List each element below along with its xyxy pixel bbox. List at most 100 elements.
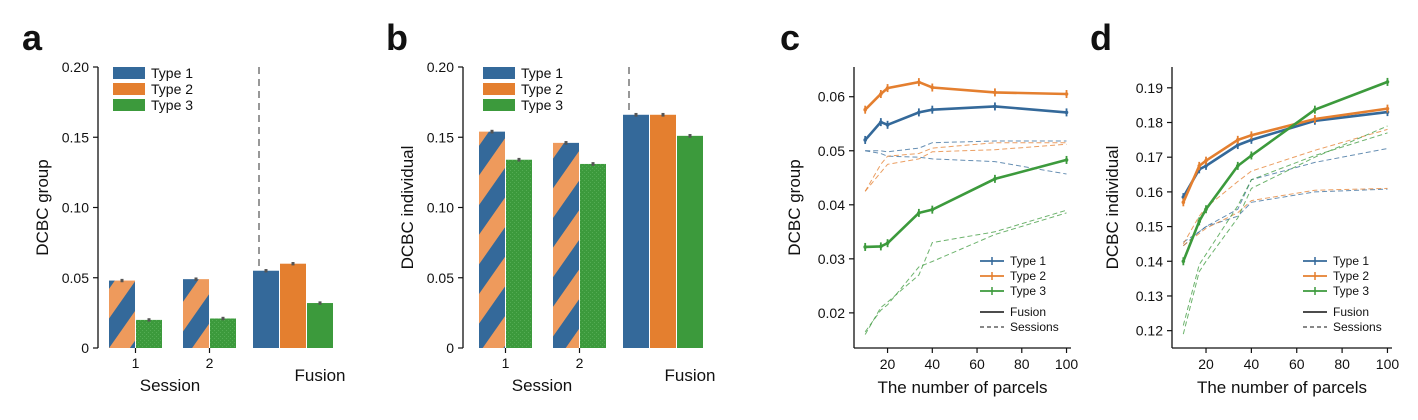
legend-label: Sessions [1010, 320, 1059, 334]
fusion-series-line [864, 80, 1067, 111]
x-tick-label: 20 [1198, 356, 1214, 372]
bar [136, 319, 162, 348]
data-point-marker [879, 244, 883, 249]
bar [623, 114, 649, 349]
panel-letter: a [22, 17, 43, 58]
y-tick-label: 0.10 [427, 200, 454, 216]
data-point-marker [1064, 110, 1069, 115]
bar [580, 163, 606, 348]
legend-label: Type 1 [1333, 254, 1369, 268]
data-point-marker [993, 177, 997, 181]
data-point-marker [930, 107, 935, 112]
data-point-marker [1313, 117, 1317, 121]
panel-d: d 0.12 0.13 0.14 0.15 0.16 0.17 0.18 0.19 20 40 60 8… [1090, 17, 1399, 397]
y-tick-label: 0.06 [818, 89, 845, 105]
panel-letter: d [1090, 17, 1112, 58]
session-series-line [865, 140, 1067, 153]
bar [506, 159, 532, 348]
x-tick-label: 80 [1014, 356, 1030, 372]
data-point-marker [1235, 138, 1240, 142]
session-series-line [1182, 125, 1388, 335]
y-tick-label: 0.15 [1136, 219, 1163, 235]
y-tick-label: 0.12 [1136, 323, 1163, 339]
data-point-marker [1385, 80, 1390, 84]
y-tick-label: 0.15 [62, 129, 89, 145]
session-series-line [1183, 188, 1388, 243]
fusion-group-title: Fusion [664, 366, 715, 385]
x-tick-label: 40 [925, 356, 941, 372]
legend-swatch [483, 99, 515, 111]
x-tick-label: 40 [1244, 356, 1260, 372]
y-tick-label: 0.17 [1136, 149, 1163, 165]
x-tick-label: 100 [1055, 356, 1079, 372]
data-point-marker [1204, 164, 1208, 168]
data-point-marker [1064, 158, 1069, 162]
data-point-marker [993, 90, 997, 95]
y-tick-label: 0 [81, 340, 89, 356]
data-point-marker [1064, 92, 1069, 96]
legend-label: Type 2 [521, 81, 563, 97]
legend-label: Fusion [1010, 305, 1046, 319]
y-tick-label: 0 [446, 340, 454, 356]
session-series-line [864, 142, 1067, 192]
panel-a: a 0 0.05 0.10 0.15 0.20 DCBC group 1 2 Session Fus… [22, 17, 346, 395]
panel-letter: c [780, 17, 800, 58]
bar [677, 135, 703, 348]
data-point-marker [930, 207, 935, 212]
data-point-marker [1197, 164, 1202, 168]
y-tick-label: 0.16 [1136, 184, 1163, 200]
bar [109, 280, 135, 348]
x-tick-label: 1 [132, 355, 140, 371]
panel-c: c 0.02 0.03 0.04 0.05 0.06 20 40 60 80 100 The numb… [780, 17, 1078, 397]
data-point-marker [863, 138, 867, 142]
bar [553, 142, 579, 348]
data-point-marker [885, 123, 890, 127]
bar [210, 318, 236, 348]
x-axis-title: The number of parcels [877, 378, 1047, 397]
data-point-marker [1181, 259, 1186, 264]
data-point-marker [879, 120, 883, 124]
legend-swatch [113, 99, 145, 111]
session-series-line [1182, 187, 1388, 247]
y-axis-title: DCBC individual [398, 146, 417, 270]
legend-label: Type 2 [151, 81, 193, 97]
x-tick-label: 2 [206, 355, 214, 371]
legend-label: Sessions [1333, 320, 1382, 334]
y-tick-label: 0.18 [1136, 115, 1163, 131]
data-point-marker [879, 92, 883, 96]
session-group-title: Session [512, 376, 572, 395]
data-point-marker [917, 211, 921, 215]
bar [650, 114, 676, 349]
session-series-line [864, 209, 1067, 335]
data-point-marker [917, 80, 921, 84]
bar [479, 131, 505, 348]
data-point-marker [1249, 133, 1254, 138]
legend-label: Type 1 [151, 65, 193, 81]
data-point-marker [1204, 158, 1208, 163]
session-series-line [865, 150, 1067, 175]
y-tick-label: 0.05 [62, 270, 89, 286]
bar [280, 263, 306, 348]
legend-label: Type 3 [1333, 284, 1369, 298]
data-point-marker [1235, 164, 1240, 168]
legend-swatch [113, 83, 145, 95]
data-point-marker [1181, 200, 1186, 205]
y-axis-title: DCBC group [785, 159, 804, 255]
data-point-marker [930, 85, 935, 90]
x-axis-title: The number of parcels [1197, 378, 1367, 397]
legend-swatch [483, 67, 515, 79]
y-tick-label: 0.14 [1136, 253, 1163, 269]
x-tick-label: 80 [1334, 356, 1350, 372]
legend-label: Type 3 [151, 97, 193, 113]
data-point-marker [1313, 107, 1317, 112]
legend-label: Type 1 [1010, 254, 1046, 268]
x-tick-label: 60 [1289, 356, 1305, 372]
y-tick-label: 0.15 [427, 129, 454, 145]
y-tick-label: 0.05 [427, 270, 454, 286]
data-point-marker [1249, 153, 1254, 158]
y-tick-label: 0.20 [62, 59, 89, 75]
y-tick-label: 0.03 [818, 251, 845, 267]
data-point-marker [885, 241, 890, 245]
legend-label: Type 2 [1010, 269, 1046, 283]
y-tick-label: 0.02 [818, 305, 845, 321]
